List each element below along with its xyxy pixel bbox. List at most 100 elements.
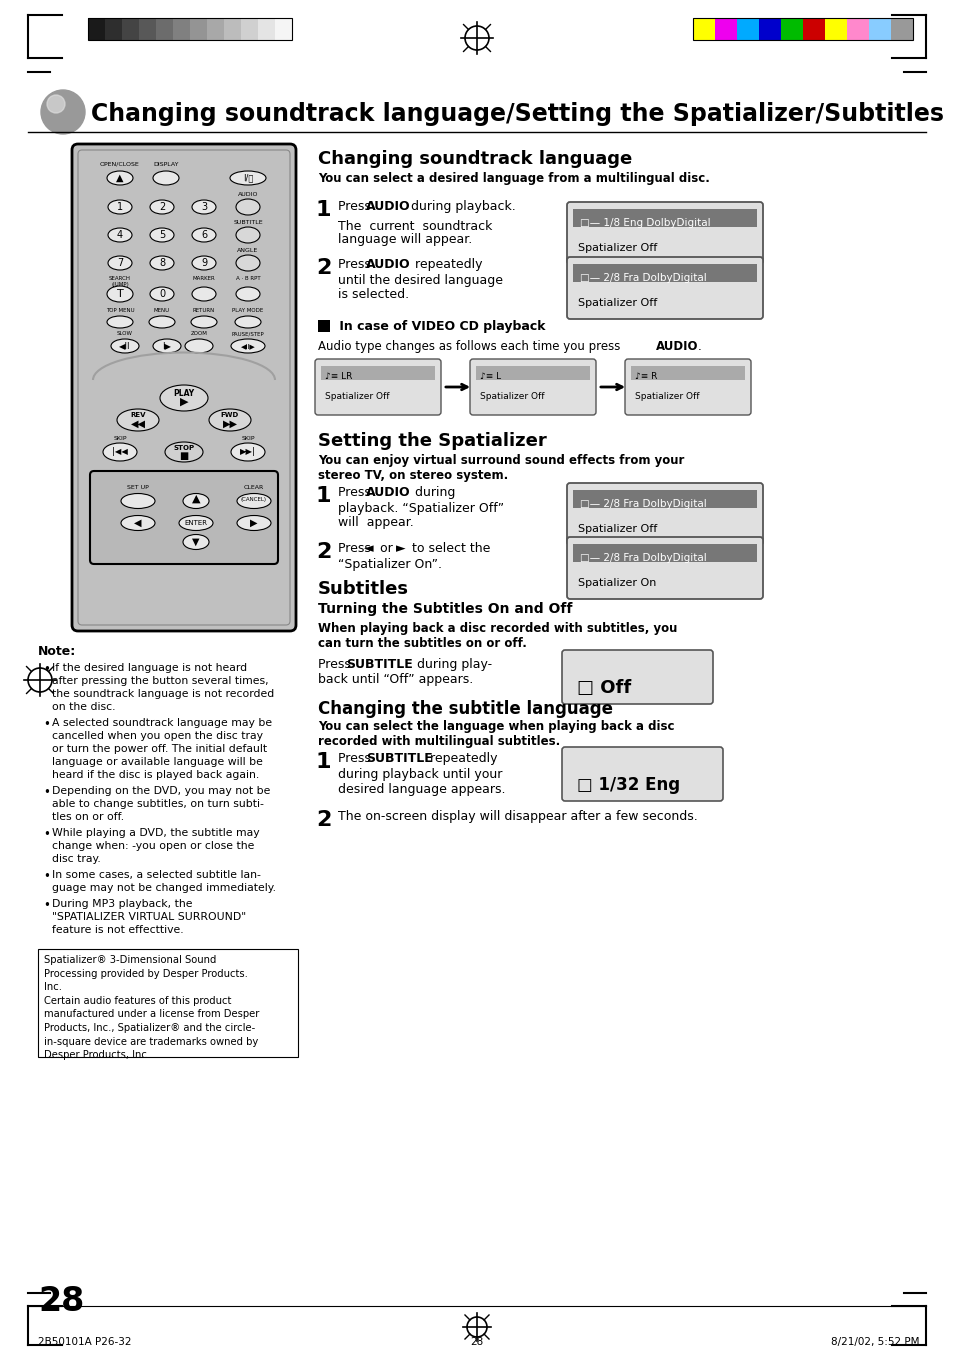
Bar — [868, 18, 890, 41]
Text: 5: 5 — [159, 230, 165, 240]
Ellipse shape — [150, 228, 173, 242]
Text: Turning the Subtitles On and Off: Turning the Subtitles On and Off — [317, 603, 572, 616]
Text: able to change subtitles, on turn subti-: able to change subtitles, on turn subti- — [52, 798, 264, 809]
Text: SKIP: SKIP — [241, 436, 254, 440]
Text: language or available language will be: language or available language will be — [52, 757, 263, 767]
Bar — [846, 18, 868, 41]
Bar — [573, 263, 757, 282]
Bar — [156, 18, 172, 41]
Ellipse shape — [235, 255, 260, 272]
Text: Depending on the DVD, you may not be: Depending on the DVD, you may not be — [52, 786, 270, 796]
FancyBboxPatch shape — [624, 359, 750, 415]
Bar — [257, 18, 274, 41]
Ellipse shape — [236, 516, 271, 531]
Text: SUBTITLE: SUBTITLE — [346, 658, 413, 671]
Text: disc tray.: disc tray. — [52, 854, 101, 865]
Ellipse shape — [209, 409, 251, 431]
Text: 9: 9 — [201, 258, 207, 267]
Text: If the desired language is not heard: If the desired language is not heard — [52, 663, 247, 673]
Bar — [122, 18, 139, 41]
Text: or: or — [375, 542, 396, 555]
Text: ▶: ▶ — [250, 517, 257, 528]
Ellipse shape — [192, 286, 215, 301]
Text: ▶: ▶ — [179, 397, 188, 407]
Text: □ Off: □ Off — [577, 680, 631, 697]
Text: .: . — [698, 340, 701, 353]
Text: During MP3 playback, the: During MP3 playback, the — [52, 898, 193, 909]
Text: You can select a desired language from a multilingual disc.: You can select a desired language from a… — [317, 172, 709, 185]
Text: after pressing the button several times,: after pressing the button several times, — [52, 676, 269, 686]
Ellipse shape — [179, 516, 213, 531]
Bar — [890, 18, 912, 41]
Ellipse shape — [183, 493, 209, 508]
Bar — [573, 490, 757, 508]
Ellipse shape — [234, 316, 261, 328]
Ellipse shape — [108, 255, 132, 270]
Text: |◀◀: |◀◀ — [112, 447, 128, 457]
Text: ♪≡ L: ♪≡ L — [479, 372, 500, 381]
Bar — [139, 18, 156, 41]
Text: CLEAR: CLEAR — [244, 485, 264, 490]
Text: ▲: ▲ — [116, 173, 124, 182]
Text: feature is not effecttive.: feature is not effecttive. — [52, 925, 183, 935]
Text: 4: 4 — [117, 230, 123, 240]
Text: ♪≡ R: ♪≡ R — [635, 372, 657, 381]
Bar — [241, 18, 257, 41]
Text: Note:: Note: — [38, 644, 76, 658]
Bar — [38, 948, 297, 1056]
Bar — [88, 18, 292, 41]
Text: 8: 8 — [159, 258, 165, 267]
Text: until the desired language: until the desired language — [337, 274, 502, 286]
Text: ANGLE: ANGLE — [237, 249, 258, 253]
Ellipse shape — [183, 535, 209, 550]
Text: to select the: to select the — [408, 542, 490, 555]
Text: •: • — [43, 663, 50, 676]
Text: A selected soundtrack language may be: A selected soundtrack language may be — [52, 717, 272, 728]
Text: Spatializer® 3-Dimensional Sound
Processing provided by Desper Products.
Inc.
Ce: Spatializer® 3-Dimensional Sound Process… — [44, 955, 259, 1061]
Bar — [476, 366, 589, 380]
Text: □— 2/8 Fra DolbyDigital: □— 2/8 Fra DolbyDigital — [579, 273, 706, 282]
Text: ▶▶: ▶▶ — [222, 419, 237, 430]
Text: Spatializer Off: Spatializer Off — [578, 243, 657, 253]
Text: SUBTITLE: SUBTITLE — [233, 220, 262, 226]
Ellipse shape — [192, 255, 215, 270]
Ellipse shape — [231, 339, 265, 353]
Text: SET UP: SET UP — [127, 485, 149, 490]
Text: Changing the subtitle language: Changing the subtitle language — [317, 700, 613, 717]
Text: "SPATIALIZER VIRTUAL SURROUND": "SPATIALIZER VIRTUAL SURROUND" — [52, 912, 246, 921]
Text: ◀II: ◀II — [119, 342, 131, 350]
Ellipse shape — [121, 493, 154, 508]
Text: ◀: ◀ — [134, 517, 142, 528]
Ellipse shape — [107, 316, 132, 328]
Text: RETURN: RETURN — [193, 308, 214, 313]
Text: While playing a DVD, the subtitle may: While playing a DVD, the subtitle may — [52, 828, 259, 838]
Ellipse shape — [192, 200, 215, 213]
Text: Changing soundtrack language: Changing soundtrack language — [317, 150, 632, 168]
Text: □ 1/32 Eng: □ 1/32 Eng — [577, 775, 679, 794]
Text: during: during — [411, 486, 455, 499]
Text: I/⏻: I/⏻ — [243, 173, 253, 182]
Text: back until “Off” appears.: back until “Off” appears. — [317, 673, 473, 686]
Text: language will appear.: language will appear. — [337, 232, 472, 246]
Text: Press: Press — [337, 753, 375, 765]
Ellipse shape — [107, 172, 132, 185]
Bar — [630, 366, 744, 380]
Text: playback. “Spatializer Off”: playback. “Spatializer Off” — [337, 503, 503, 515]
Text: heard if the disc is played back again.: heard if the disc is played back again. — [52, 770, 259, 780]
Text: SUBTITLE: SUBTITLE — [366, 753, 433, 765]
Text: □— 2/8 Fra DolbyDigital: □— 2/8 Fra DolbyDigital — [579, 553, 706, 563]
Ellipse shape — [150, 255, 173, 270]
Text: FWD: FWD — [221, 412, 239, 417]
Ellipse shape — [107, 286, 132, 303]
Ellipse shape — [149, 316, 174, 328]
Text: ZOOM: ZOOM — [191, 331, 207, 336]
Text: DISPLAY: DISPLAY — [153, 162, 178, 168]
Text: The  current  soundtrack: The current soundtrack — [337, 220, 492, 232]
Text: Setting the Spatializer: Setting the Spatializer — [317, 432, 546, 450]
Bar — [781, 18, 802, 41]
Text: ◀◀: ◀◀ — [131, 419, 146, 430]
Text: Press: Press — [337, 486, 375, 499]
Text: (JUMP): (JUMP) — [111, 282, 129, 286]
Text: on the disc.: on the disc. — [52, 703, 115, 712]
Text: ◀II▶: ◀II▶ — [240, 343, 255, 349]
